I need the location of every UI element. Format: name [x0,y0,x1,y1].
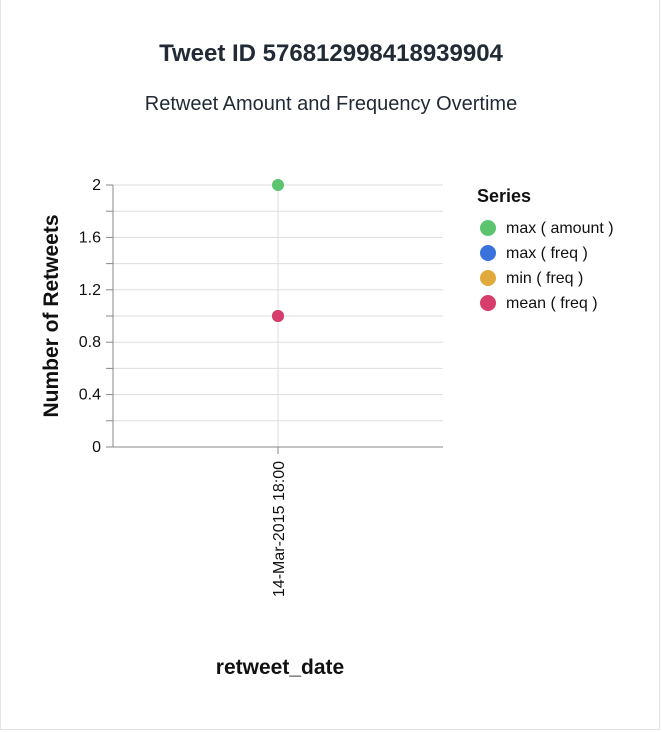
y-tick-label: 1.6 [79,229,101,246]
y-tick-label: 0 [92,439,101,456]
legend-label: mean ( freq ) [506,295,598,312]
x-axis-title: retweet_date [216,656,344,679]
legend-swatch [480,245,496,261]
data-point [272,179,284,191]
x-tick-label: 14-Mar-2015 18:00 [271,461,288,597]
y-tick-label: 2 [92,177,101,194]
legend-swatch [480,270,496,286]
chart-title: Tweet ID 576812998418939904 [159,40,503,67]
y-tick-label: 0.4 [79,387,101,404]
legend-title: Series [477,186,531,206]
legend-swatch [480,295,496,311]
y-tick-label: 1.2 [79,282,101,299]
legend-swatch [480,220,496,236]
y-tick-label: 0.8 [79,334,101,351]
y-axis-title: Number of Retweets [40,214,63,417]
chart-subtitle: Retweet Amount and Frequency Overtime [144,93,518,115]
legend-label: max ( amount ) [506,220,614,237]
legend-label: max ( freq ) [506,245,588,262]
legend-label: min ( freq ) [506,270,583,287]
data-point [272,310,284,322]
